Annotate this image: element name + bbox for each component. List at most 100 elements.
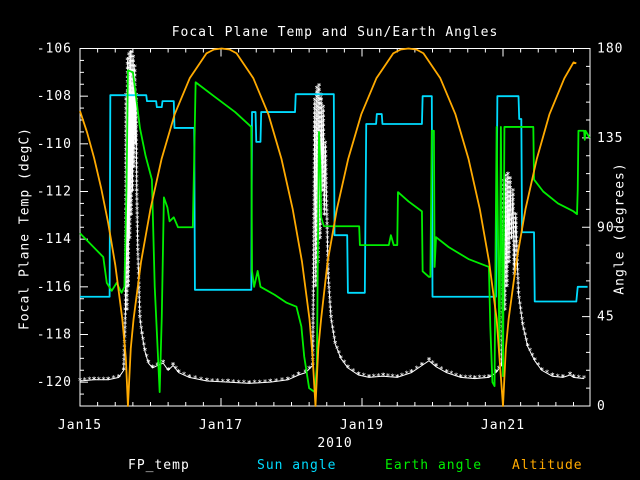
series-fp-temp-marker: * [312,170,317,179]
series-fp-temp-marker: * [507,240,512,249]
series-fp-temp-marker: * [503,256,508,265]
series-fp-temp-marker: * [137,299,142,308]
series-fp-temp-marker: * [320,178,325,187]
series-fp-temp-marker: * [505,226,510,235]
series-fp-temp-marker: * [129,157,134,166]
series-fp-temp-marker: * [124,292,129,301]
x-tick-label: Jan17 [199,418,243,433]
series-fp-temp-marker: * [124,238,129,247]
series-fp-temp-marker: * [545,369,550,378]
series-fp-temp-marker: * [128,108,133,117]
series-fp-temp-marker: * [325,248,330,257]
series-fp-temp-marker: * [129,89,134,98]
series-fp-temp-marker: * [313,196,318,205]
series-fp-temp-marker: * [129,179,134,188]
series-fp-temp-marker: * [130,173,135,182]
series-fp-temp-marker: * [133,139,138,148]
series-fp-temp-marker: * [315,135,320,144]
series-fp-temp-marker: * [319,96,324,105]
series-fp-temp-marker: * [326,280,331,289]
series-fp-temp-marker: * [126,255,131,264]
series-fp-temp-marker: * [127,207,132,216]
series-fp-temp-marker: * [131,81,136,90]
series-fp-temp-marker: * [133,106,138,115]
series-fp-temp-marker: * [318,216,323,225]
series-fp-temp-marker: * [171,361,176,370]
series-fp-temp-marker: * [127,147,132,156]
series-fp-temp-marker: * [507,254,512,263]
series-fp-temp-marker: * [321,127,326,136]
series-fp-temp-marker: * [127,189,132,198]
series-fp-temp-marker: * [496,365,501,374]
series-fp-temp-marker: * [318,235,323,244]
series-fp-temp-marker: * [312,101,317,110]
series-fp-temp-marker: * [502,269,507,278]
series-fp-temp-marker: * [126,273,131,282]
series-fp-temp-marker: * [314,177,319,186]
series-fp-temp-marker: * [127,198,132,207]
series-fp-temp-marker: * [508,180,513,189]
series-fp-temp-marker: * [127,217,132,226]
series-fp-temp-marker: * [313,210,318,219]
series-fp-temp-marker: * [314,195,319,204]
series-fp-temp-marker: * [125,146,130,155]
series-fp-temp-marker: * [132,140,137,149]
series-fp-temp-marker: * [523,331,528,340]
series-fp-temp-marker: * [312,115,317,124]
series-fp-temp-marker: * [226,378,231,387]
series-fp-temp-marker: * [124,306,129,315]
series-fp-temp-marker: * [314,98,319,107]
legend-item-fp-temp: FP_temp [128,458,190,473]
series-fp-temp-marker: * [123,274,128,283]
series-fp-temp-marker: * [127,51,132,60]
series-fp-temp-marker: * [129,211,134,220]
series-fp-temp-marker: * [312,220,317,229]
series-fp-temp-marker: * [137,304,142,313]
series-fp-temp-marker: * [125,233,130,242]
series-fp-temp-marker: * [135,247,140,256]
series-fp-temp-marker: * [130,86,135,95]
series-fp-temp-marker: * [124,297,129,306]
series-fp-temp-marker: * [129,85,134,94]
series-fp-temp-marker: * [135,242,140,251]
series-fp-temp-marker: * [252,379,257,388]
series-fp-temp-marker: * [507,217,512,226]
series-fp-temp-marker: * [311,265,316,274]
series-fp-temp-marker: * [126,232,131,241]
series-fp-temp-marker: * [125,211,130,220]
series-fp-temp-marker: * [503,269,508,278]
series-fp-temp-marker: * [128,71,133,80]
series-fp-temp-marker: * [128,167,133,176]
series-fp-temp-marker: * [317,119,322,128]
series-fp-temp-marker: * [506,203,511,212]
series-fp-temp-marker: * [132,104,137,113]
series-fp-temp-marker: * [513,243,518,252]
series-fp-temp-marker: * [504,209,509,218]
series-fp-temp-marker: * [127,65,132,74]
series-fp-temp-marker: * [327,289,332,298]
legend-item-sun-angle: Sun angle [257,458,337,473]
series-fp-temp-marker: * [311,229,316,238]
series-fp-temp-marker: * [503,191,508,200]
series-fp-temp-marker: * [504,218,509,227]
series-fp-temp-marker: * [182,371,187,380]
series-fp-temp-marker: * [319,110,324,119]
series-fp-temp-marker: * [126,128,131,137]
series-fp-temp-marker: * [503,177,508,186]
series-fp-temp-marker: * [127,70,132,79]
series-fp-temp-marker: * [335,344,340,353]
series-fp-temp-marker: * [129,58,134,67]
series-fp-temp-marker: * [135,233,140,242]
series-fp-temp-marker: * [513,220,518,229]
series-fp-temp-marker: * [502,306,507,315]
series-fp-temp-marker: * [319,128,324,137]
series-fp-temp-marker: * [130,132,135,141]
series-fp-temp-marker: * [319,151,324,160]
series-fp-temp-marker: * [314,112,319,121]
series-fp-temp-marker: * [126,201,131,210]
series-fp-temp-marker: * [127,111,132,120]
series-fp-temp-marker: * [508,207,513,216]
series-fp-temp-marker: * [514,243,519,252]
series-fp-temp-marker: * [129,193,134,202]
series-fp-temp-marker: * [321,146,326,155]
